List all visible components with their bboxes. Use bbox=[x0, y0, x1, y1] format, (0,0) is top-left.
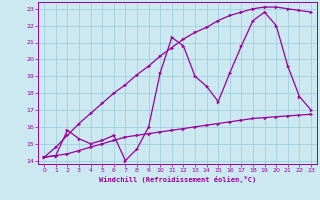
X-axis label: Windchill (Refroidissement éolien,°C): Windchill (Refroidissement éolien,°C) bbox=[99, 176, 256, 183]
